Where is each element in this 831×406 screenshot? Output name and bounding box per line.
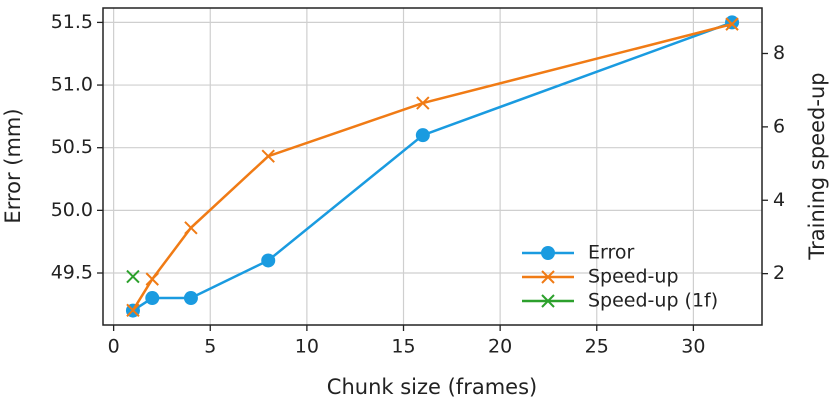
legend-marker xyxy=(541,294,555,308)
point xyxy=(183,291,198,306)
point xyxy=(126,269,140,284)
x-tick-label: 5 xyxy=(204,336,216,358)
legend-label: Speed-up (1f) xyxy=(588,290,718,312)
legend-label: Speed-up xyxy=(588,266,679,288)
point xyxy=(126,303,140,318)
point xyxy=(415,128,430,143)
y2-axis-label: Training speed-up xyxy=(805,72,829,260)
point xyxy=(416,96,430,110)
point xyxy=(261,149,275,163)
y-axis-label: Error (mm) xyxy=(1,108,25,223)
y2-tick-label: 8 xyxy=(773,42,785,64)
plot-frame xyxy=(102,7,763,326)
y-tick-label: 49.5 xyxy=(51,262,93,284)
x-tick-label: 15 xyxy=(391,336,415,358)
point xyxy=(184,221,198,235)
point xyxy=(725,15,740,30)
x-tick-label: 30 xyxy=(681,336,705,358)
x-tick-label: 0 xyxy=(108,336,120,358)
legend-marker xyxy=(541,270,555,284)
point xyxy=(145,272,159,286)
legend-marker xyxy=(541,246,555,260)
y2-tick-label: 6 xyxy=(773,115,785,137)
point xyxy=(261,253,276,268)
y2-tick-label: 4 xyxy=(773,189,785,211)
x-tick-label: 25 xyxy=(585,336,609,358)
legend-label: Error xyxy=(588,242,635,264)
series-line xyxy=(131,22,733,311)
x-tick-label: 20 xyxy=(488,336,512,358)
y-tick-label: 51.5 xyxy=(51,11,93,33)
point xyxy=(145,291,160,306)
y-tick-label: 50.0 xyxy=(51,199,93,221)
y2-tick-label: 2 xyxy=(773,262,785,284)
x-tick-label: 10 xyxy=(295,336,319,358)
x-axis-label: Chunk size (frames) xyxy=(327,375,537,399)
y-tick-label: 50.5 xyxy=(51,136,93,158)
point xyxy=(725,17,739,31)
y-tick-label: 51.0 xyxy=(51,74,93,96)
